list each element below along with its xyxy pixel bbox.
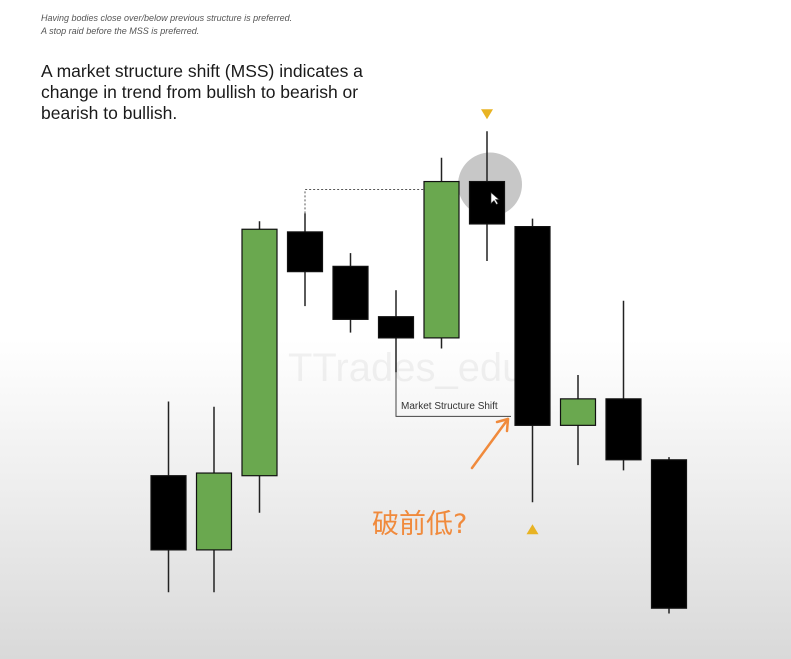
candle-body-8 [468,180,506,225]
previous-high-level-line [304,189,424,214]
candle-body-6 [377,316,415,339]
candle-body-9 [514,226,551,426]
annotation-arrow-shaft [470,417,510,470]
headline-text: A market structure shift (MSS) indicates… [41,61,363,123]
candle-body-7 [423,180,460,339]
candle-body-2 [195,472,233,551]
chinese-annotation: 破前低? [372,509,468,540]
cursor-pointer-icon [490,191,500,205]
candle-body-12 [650,459,688,609]
candle-body-4 [286,231,324,273]
candle-body-11 [605,398,642,461]
candle-body-3 [241,228,278,477]
marker-up-triangle-9 [526,524,539,535]
mss-label: Market Structure Shift [401,401,498,412]
candle-body-5 [332,265,369,320]
watermark: TTrades_edu [288,346,525,390]
marker-down-triangle-8 [481,109,493,120]
note-bodies-close: Having bodies close over/below previous … [41,13,293,23]
annotation-arrow-head [495,417,510,433]
candle-body-10 [559,398,597,426]
candle-body-1 [150,475,187,551]
note-stop-raid: A stop raid before the MSS is preferred. [41,26,200,36]
mss-level-line [395,372,511,417]
